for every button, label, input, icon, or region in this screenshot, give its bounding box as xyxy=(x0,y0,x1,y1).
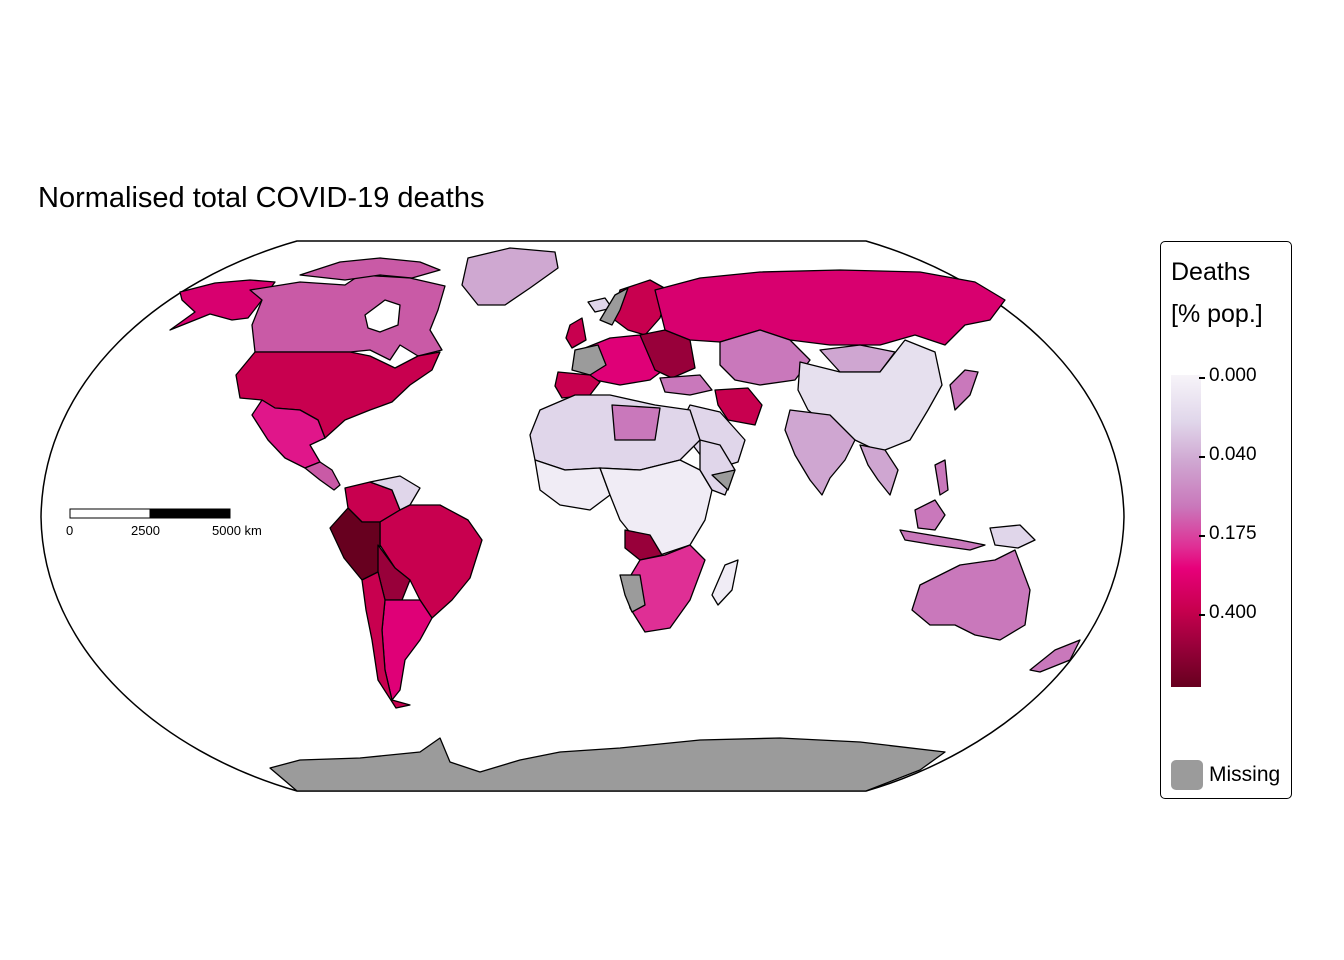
country-philippines[interactable] xyxy=(934,459,949,496)
country-russia[interactable] xyxy=(654,269,1006,346)
legend-color-ramp xyxy=(1171,375,1201,687)
country-canada-islands[interactable] xyxy=(299,257,441,281)
scale-label-5000: 5000 km xyxy=(212,523,262,538)
country-algeria-libya[interactable] xyxy=(611,404,661,441)
country-chile[interactable] xyxy=(361,571,411,709)
country-new-zealand[interactable] xyxy=(1029,639,1081,673)
country-borneo[interactable] xyxy=(914,499,946,531)
country-alaska[interactable] xyxy=(169,279,276,331)
legend-tick-mark xyxy=(1199,456,1205,458)
scale-bar: 0 2500 5000 km xyxy=(66,508,262,538)
country-greenland[interactable] xyxy=(461,247,559,306)
legend-tick-label: 0.175 xyxy=(1209,523,1257,544)
hudson-bay xyxy=(364,299,401,333)
country-peru[interactable] xyxy=(329,507,381,581)
country-japan[interactable] xyxy=(949,369,979,411)
country-australia[interactable] xyxy=(911,549,1031,641)
legend: Deaths [% pop.] 0.000 0.040 0.175 0.400 … xyxy=(1160,241,1292,799)
legend-tick-mark xyxy=(1199,377,1205,379)
country-indonesia[interactable] xyxy=(899,529,986,551)
legend-title-line1: Deaths xyxy=(1171,258,1251,286)
legend-missing-label: Missing xyxy=(1209,763,1281,786)
legend-title-line2: [% pop.] xyxy=(1171,300,1263,328)
map-title: Normalised total COVID-19 deaths xyxy=(38,182,485,214)
country-west-africa[interactable] xyxy=(534,459,611,511)
legend-tick-label: 0.000 xyxy=(1209,365,1257,386)
country-central-america[interactable] xyxy=(304,461,341,491)
country-mexico[interactable] xyxy=(251,399,326,469)
legend-tick-mark xyxy=(1199,614,1205,616)
legend-tick-label: 0.040 xyxy=(1209,444,1257,465)
country-uk[interactable] xyxy=(565,317,587,349)
country-somalia[interactable] xyxy=(711,469,736,491)
country-antarctica[interactable] xyxy=(269,737,946,792)
country-canada[interactable] xyxy=(249,274,446,361)
country-turkey[interactable] xyxy=(659,374,713,396)
country-southeast-asia[interactable] xyxy=(859,444,899,496)
legend-missing-swatch xyxy=(1171,760,1203,790)
country-kazakhstan[interactable] xyxy=(719,329,811,386)
country-france-missing[interactable] xyxy=(571,344,607,376)
country-madagascar[interactable] xyxy=(711,559,739,606)
country-iran[interactable] xyxy=(714,387,763,426)
legend-tick-label: 0.400 xyxy=(1209,602,1257,623)
country-central-africa[interactable] xyxy=(599,459,713,556)
country-india[interactable] xyxy=(784,409,856,496)
country-png[interactable] xyxy=(989,524,1036,549)
scale-label-0: 0 xyxy=(66,523,73,538)
country-norway[interactable] xyxy=(599,287,629,326)
scale-label-2500: 2500 xyxy=(131,523,160,538)
country-namibia[interactable] xyxy=(619,574,646,613)
legend-tick-mark xyxy=(1199,535,1205,537)
